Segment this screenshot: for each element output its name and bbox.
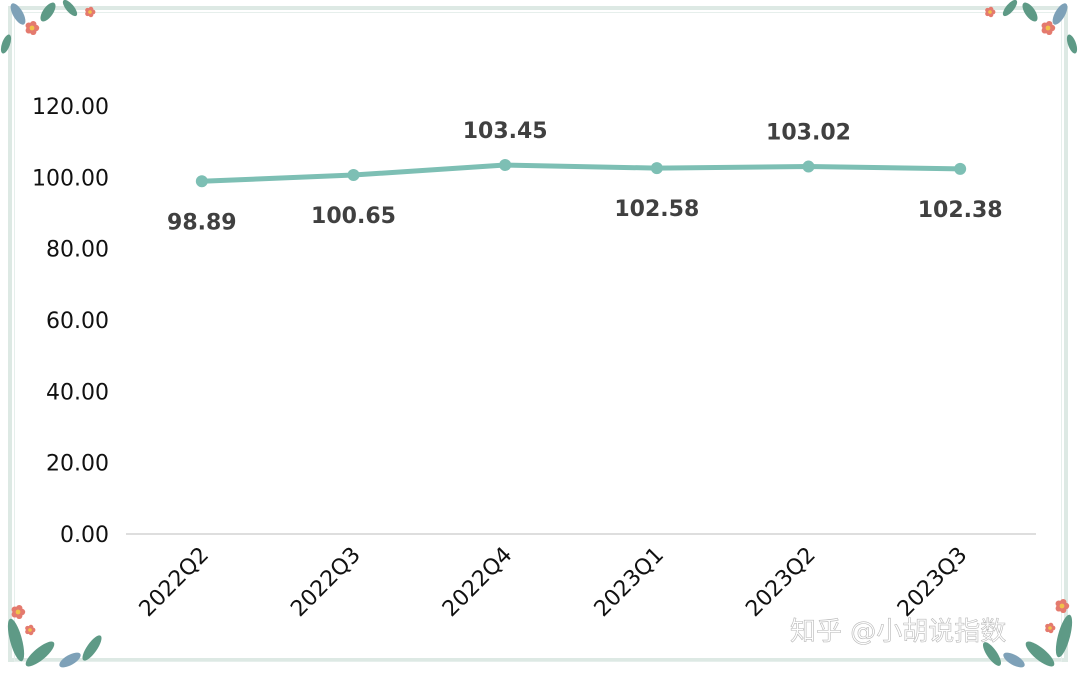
data-point — [347, 169, 360, 182]
data-point — [802, 160, 815, 173]
y-tick-label: 120.00 — [32, 95, 109, 120]
flower-center-icon — [988, 10, 992, 14]
x-tick-label: 2022Q4 — [438, 543, 517, 622]
x-tick-label: 2023Q3 — [893, 543, 972, 622]
leaf-icon — [10, 3, 26, 25]
x-tick-label: 2023Q2 — [741, 543, 820, 622]
flower-center-icon — [1048, 626, 1052, 630]
flower-center-icon — [1059, 603, 1065, 609]
flower-center-icon — [1045, 25, 1051, 31]
data-label: 102.58 — [614, 197, 699, 222]
leaf-icon — [1055, 614, 1073, 658]
flower-center-icon — [88, 10, 92, 14]
leaf-icon — [982, 642, 1002, 666]
x-tick-label: 2023Q1 — [590, 543, 669, 622]
y-axis: 0.00 20.00 40.00 60.00 80.00 100.00 120.00 — [32, 95, 109, 548]
leaf-icon — [1052, 3, 1068, 25]
flower-center-icon — [29, 25, 35, 31]
y-tick-label: 0.00 — [60, 523, 109, 548]
leaf-icon — [1003, 652, 1025, 668]
data-label: 103.45 — [463, 119, 548, 144]
data-label: 100.65 — [311, 204, 396, 229]
leaf-icon — [59, 652, 81, 668]
leaf-icon — [1002, 0, 1018, 17]
leaf-icon — [40, 2, 56, 22]
x-tick-label: 2022Q3 — [286, 543, 365, 622]
data-point — [499, 159, 512, 172]
leaf-icon — [1066, 34, 1078, 54]
leaf-icon — [62, 0, 78, 17]
y-tick-label: 40.00 — [46, 380, 109, 405]
leaf-icon — [82, 635, 102, 661]
y-tick-label: 100.00 — [32, 166, 109, 191]
leaf-icon — [1022, 2, 1038, 22]
data-point — [650, 162, 663, 175]
flower-center-icon — [15, 609, 21, 615]
leaf-icon — [25, 641, 55, 667]
data-label: 102.38 — [918, 198, 1003, 223]
series-line — [199, 162, 963, 184]
watermark: 知乎 @小胡说指数 — [790, 617, 1006, 647]
y-tick-label: 80.00 — [46, 238, 109, 263]
flower-center-icon — [28, 628, 32, 632]
x-tick-label: 2022Q2 — [135, 543, 214, 622]
y-tick-label: 20.00 — [46, 452, 109, 477]
leaf-icon — [7, 618, 25, 662]
decorative-frame — [8, 6, 1068, 662]
data-point — [954, 162, 967, 175]
leaf-icon — [0, 34, 12, 54]
y-tick-label: 60.00 — [46, 309, 109, 334]
data-point — [195, 175, 208, 188]
data-label: 98.89 — [167, 210, 237, 235]
data-label: 103.02 — [766, 121, 851, 146]
decorative-frame-inner — [14, 12, 1062, 662]
leaf-icon — [1025, 641, 1055, 667]
x-axis: 2022Q2 2022Q3 2022Q4 2023Q1 2023Q2 2023Q3 — [135, 543, 973, 622]
data-labels: 98.89 100.65 103.45 102.58 103.02 102.38 — [167, 119, 1003, 235]
data-points — [195, 159, 967, 188]
